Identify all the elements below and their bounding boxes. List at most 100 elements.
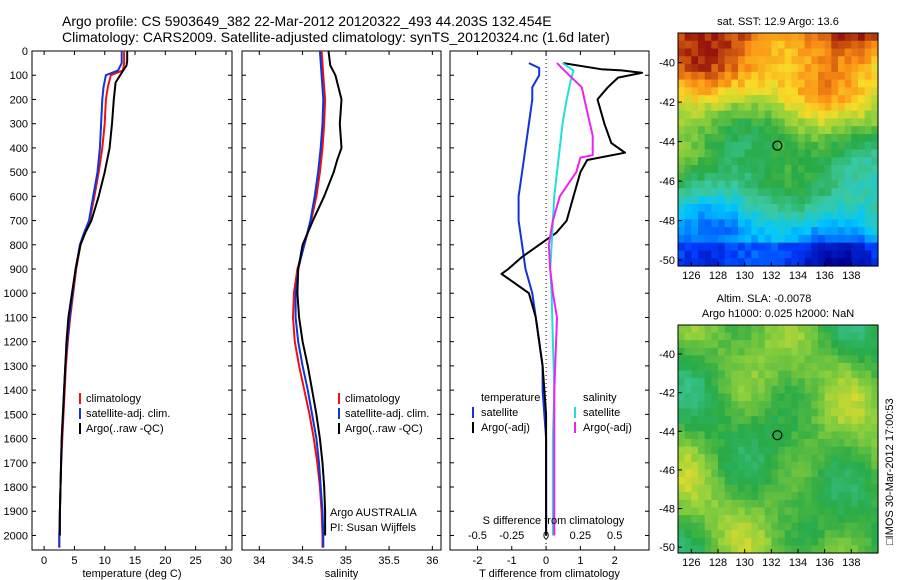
panel-sst_map-cell [871, 234, 879, 244]
panel-sst_map-cell [824, 227, 832, 236]
panel-sst_map-cell [811, 219, 819, 228]
panel-sla_map-cell [811, 545, 819, 554]
panel-sst_map-cell [724, 188, 732, 197]
panel-sla_map-cell [778, 477, 786, 486]
panel-sla_map-cell [704, 484, 712, 493]
panel-sst_map-cell [844, 250, 852, 259]
panel-sst_map-cell [771, 126, 779, 135]
panel-sla_map-cell [871, 477, 879, 486]
panel-sst_map-cell [704, 95, 712, 104]
panel-sst_map-cell [738, 165, 746, 174]
panel-sst_map-cell [778, 33, 786, 42]
panel-sst_map-cell [684, 95, 692, 104]
panel-sla_map-cell [711, 454, 719, 463]
panel-sla_map-cell [711, 401, 719, 410]
panel-sla_map-cell [811, 537, 819, 546]
panel-sla_map-cell [858, 507, 866, 516]
panel-sst_map-cell [758, 48, 766, 57]
panel-sst_map-xtick-label: 130 [735, 270, 753, 282]
panel-sst_map-cell [684, 141, 692, 151]
panel-sst_map-cell [731, 234, 739, 244]
panel-sst_map-cell [791, 203, 799, 213]
panel-sla_map-cell [771, 378, 779, 387]
panel-sla_map-cell [771, 469, 779, 478]
panel-sst_map-cell [698, 33, 706, 42]
panel-sla_map-cell [744, 340, 752, 349]
panel-sla_map-cell [864, 378, 872, 387]
panel-sst_map-cell [704, 149, 712, 158]
panel-sla_map-cell [778, 401, 786, 410]
panel-sla_map-cell [771, 370, 779, 379]
panel-sla_map-cell [784, 522, 792, 531]
panel-sst_map-cell [858, 95, 866, 104]
panel-sla_map-cell [818, 545, 826, 554]
panel-sla_map-cell [871, 507, 879, 516]
panel-sst_map-cell [838, 87, 846, 96]
panel-sst_map-cell [758, 40, 766, 50]
panel-sla_map-cell [758, 515, 766, 524]
panel-sla_map-cell [851, 446, 859, 455]
panel-sla_map-cell [851, 477, 859, 486]
panel-sst_map-cell [724, 126, 732, 135]
panel-sla_map-cell [798, 332, 806, 341]
panel-sla_map-cell [698, 515, 706, 524]
panel-sla_map-cell [831, 325, 839, 334]
panel-sla_map-heatmap-cells [678, 325, 879, 554]
panel-sla_map-cell [838, 537, 846, 546]
panel-sst_map-cell [811, 56, 819, 65]
panel-sla_map-cell [824, 385, 832, 394]
panel-temperature-ytick-label: 200 [10, 94, 28, 106]
panel-sla_map-cell [864, 461, 872, 470]
panel-sst_map-cell [838, 133, 846, 143]
panel-sla_map-cell [871, 530, 879, 539]
panel-sst_map-cell [784, 196, 792, 205]
panel-sst_map-cell [731, 203, 739, 213]
panel-sla_map-cell [771, 332, 779, 341]
panel-sla_map-cell [804, 439, 812, 448]
panel-sla_map-cell [831, 370, 839, 379]
panel-sla_map-cell [691, 385, 699, 394]
panel-sst_map-cell [731, 157, 739, 166]
panel-sst_map-cell [851, 180, 859, 189]
panel-sla_map-cell [831, 378, 839, 387]
panel-sst_map-cell [678, 133, 686, 143]
panel-sla_map-cell [724, 363, 732, 372]
panel-sst_map-cell [764, 219, 772, 228]
panel-sla_map-cell [778, 347, 786, 356]
panel-sst_map-cell [751, 149, 759, 158]
panel-sla_map-cell [738, 492, 746, 501]
panel-sst_map-cell [831, 141, 839, 151]
panel-sla_map-cell [764, 537, 772, 546]
panel-sst_map-cell [791, 133, 799, 143]
panel-sst_map-cell [811, 172, 819, 182]
panel-sla_map-cell [704, 408, 712, 417]
panel-sst_map-cell [778, 126, 786, 135]
panel-sst_map-cell [851, 227, 859, 236]
panel-sst_map-cell [724, 157, 732, 166]
panel-sst_map-cell [818, 196, 826, 205]
panel-sla_map-cell [711, 537, 719, 546]
panel-sst_map-cell [731, 188, 739, 197]
panel-sla_map-cell [771, 363, 779, 372]
panel-sst_map-cell [811, 102, 819, 112]
panel-sla_map-cell [831, 393, 839, 402]
panel-sst_map-cell [711, 133, 719, 143]
panel-sst_map-cell [804, 219, 812, 228]
panel-sla_map-cell [864, 446, 872, 455]
panel-sst_map-cell [718, 157, 726, 166]
panel-sla_map-cell [678, 340, 686, 349]
panel-sla_map-cell [778, 363, 786, 372]
panel-sst_map-cell [838, 141, 846, 151]
panel-sst_map-cell [871, 149, 879, 158]
panel-sla_map-xtick-label: 138 [842, 557, 860, 569]
panel-sla_map-cell [864, 454, 872, 463]
panel-sst_map-cell [684, 56, 692, 65]
panel-sla_map-cell [691, 477, 699, 486]
panel-sst_map-cell [744, 203, 752, 213]
panel-sla_map-cell [871, 461, 879, 470]
panel-sla_map-cell [738, 378, 746, 387]
panel-sla_map-cell [824, 446, 832, 455]
panel-sla_map-cell [804, 530, 812, 539]
panel-sla_map-cell [811, 370, 819, 379]
panel-sst_map-cell [744, 71, 752, 81]
